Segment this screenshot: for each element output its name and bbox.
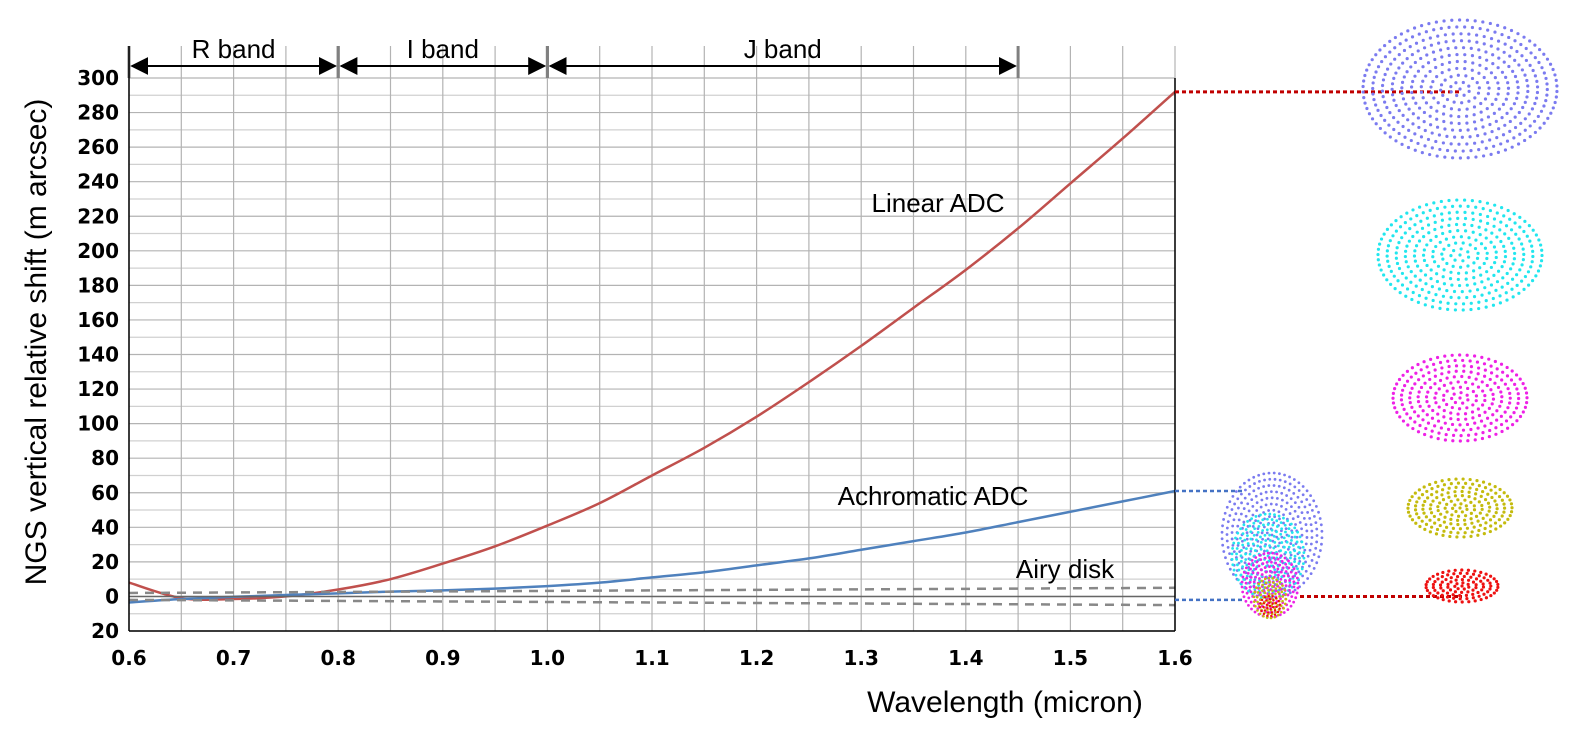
y-tick-label: 180 [77, 273, 119, 297]
x-axis-title: Wavelength (micron) [867, 686, 1143, 719]
y-tick-label: 160 [77, 308, 119, 332]
series-annotation: Achromatic ADC [838, 481, 1029, 511]
spot-diagram-cyan [1376, 198, 1544, 312]
series-annotation: Linear ADC [872, 188, 1005, 218]
x-tick-label: 0.8 [320, 646, 355, 670]
y-tick-label: 200 [77, 239, 119, 263]
y-tick-label: 100 [77, 412, 119, 436]
series-line [128, 586, 1176, 595]
stacked-spot-red [1258, 594, 1282, 618]
x-tick-label: 0.7 [216, 646, 251, 670]
y-tick-label: 260 [77, 135, 119, 159]
band-markers: R band I band J band [127, 34, 1020, 78]
x-tick-label: 1.6 [1157, 646, 1192, 670]
y-tick-label: 0 [105, 584, 119, 608]
annotations: Linear ADC Achromatic ADC Airy disk [838, 188, 1115, 584]
spot-diagram-olive [1406, 477, 1514, 539]
series-annotation: Airy disk [1016, 554, 1115, 584]
band-label: J band [744, 34, 822, 64]
series-lines [128, 90, 1176, 607]
x-tick-label: 0.6 [111, 646, 146, 670]
spot-diagram-red [1424, 568, 1500, 604]
x-tick-label: 0.9 [425, 646, 460, 670]
y-tick-label: 220 [77, 204, 119, 228]
spot-diagrams [1220, 18, 1559, 620]
y-tick-label: 140 [77, 343, 119, 367]
y-tick-label: 300 [77, 66, 119, 90]
grid [128, 46, 1176, 632]
series-line [128, 598, 1176, 607]
y-tick-label: 120 [77, 377, 119, 401]
y-tick-label: 240 [77, 170, 119, 194]
y-axis-title: NGS vertical relative shift (m arcsec) [20, 99, 53, 586]
spot-connectors [1175, 90, 1462, 602]
y-tick-label: 280 [77, 101, 119, 125]
x-tick-label: 1.3 [843, 646, 878, 670]
series-line [128, 489, 1176, 604]
x-tick-label: 1.4 [948, 646, 983, 670]
y-tick-label: 40 [91, 515, 119, 539]
axes [128, 46, 1176, 632]
x-tick-label: 1.5 [1053, 646, 1088, 670]
y-tick-label: 80 [91, 446, 119, 470]
spot-diagram-blue [1361, 18, 1559, 160]
stacked-spot-blue [1220, 471, 1324, 599]
y-tick-label: 20 [91, 550, 119, 574]
x-tick-label: 1.2 [739, 646, 774, 670]
y-tick-labels: 3002802602402202001801601401201008060402… [77, 66, 119, 643]
x-tick-labels: 0.6 0.7 0.8 0.9 1.0 1.1 1.2 1.3 1.4 1.5 1.6 [111, 646, 1192, 670]
x-tick-label: 1.0 [530, 646, 565, 670]
y-tick-label: 20 [91, 619, 119, 643]
y-tick-label: 60 [91, 481, 119, 505]
x-tick-label: 1.1 [634, 646, 669, 670]
band-label: I band [407, 34, 479, 64]
spot-diagram-magenta [1391, 353, 1529, 443]
band-label: R band [192, 34, 276, 64]
